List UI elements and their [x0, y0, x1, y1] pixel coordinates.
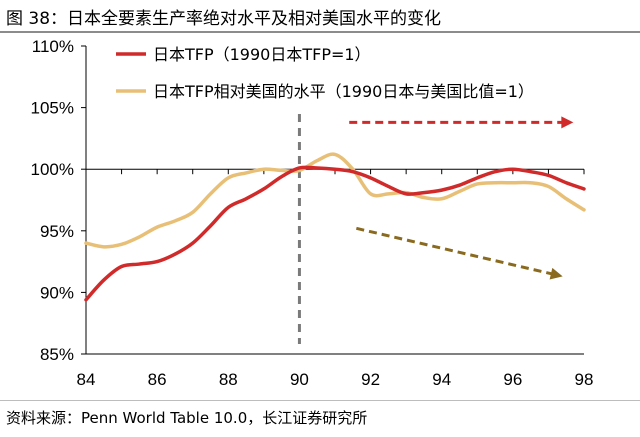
x-tick-label: 90 — [290, 370, 309, 389]
y-tick-label: 105% — [31, 99, 74, 118]
x-tick-label: 96 — [503, 370, 522, 389]
y-tick-label: 100% — [31, 160, 74, 179]
x-tick-label: 92 — [361, 370, 380, 389]
source-note: 资料来源：Penn World Table 10.0，长江证券研究所 — [6, 409, 368, 427]
x-tick-label: 88 — [219, 370, 238, 389]
series-line-1 — [84, 165, 586, 302]
series-line-2 — [84, 152, 586, 249]
x-axis-ticks: 84 86 88 90 92 94 96 98 — [77, 169, 594, 389]
legend: 日本TFP（1990日本TFP=1） 日本TFP相对美国的水平（1990日本与美国… — [116, 45, 534, 101]
y-axis-ticks: 85% 90% 95% 100% 105% 110% — [31, 37, 86, 364]
source-divider — [0, 400, 640, 401]
trend-arrow-head-2 — [549, 267, 563, 280]
title-divider — [0, 31, 640, 33]
series-lines — [84, 152, 586, 302]
legend-label-1: 日本TFP（1990日本TFP=1） — [153, 45, 371, 64]
x-tick-label: 98 — [575, 370, 594, 389]
annotations — [297, 114, 574, 344]
x-tick-label: 94 — [432, 370, 451, 389]
trend-arrow-shaft-2 — [356, 226, 554, 276]
y-tick-label: 95% — [40, 222, 74, 241]
x-tick-label: 84 — [77, 370, 96, 389]
y-tick-label: 90% — [40, 283, 74, 302]
figure-title: 图 38：日本全要素生产率绝对水平及相对美国水平的变化 — [6, 9, 442, 29]
x-tick-label: 86 — [148, 370, 167, 389]
y-tick-label: 85% — [40, 345, 74, 364]
line-chart: 85% 90% 95% 100% 105% 110% 84 86 88 90 92 94 96 98 日… — [31, 37, 594, 389]
y-tick-label: 110% — [32, 37, 74, 56]
legend-label-2: 日本TFP相对美国的水平（1990日本与美国比值=1） — [153, 82, 534, 101]
trend-arrow-head-1 — [561, 116, 574, 129]
